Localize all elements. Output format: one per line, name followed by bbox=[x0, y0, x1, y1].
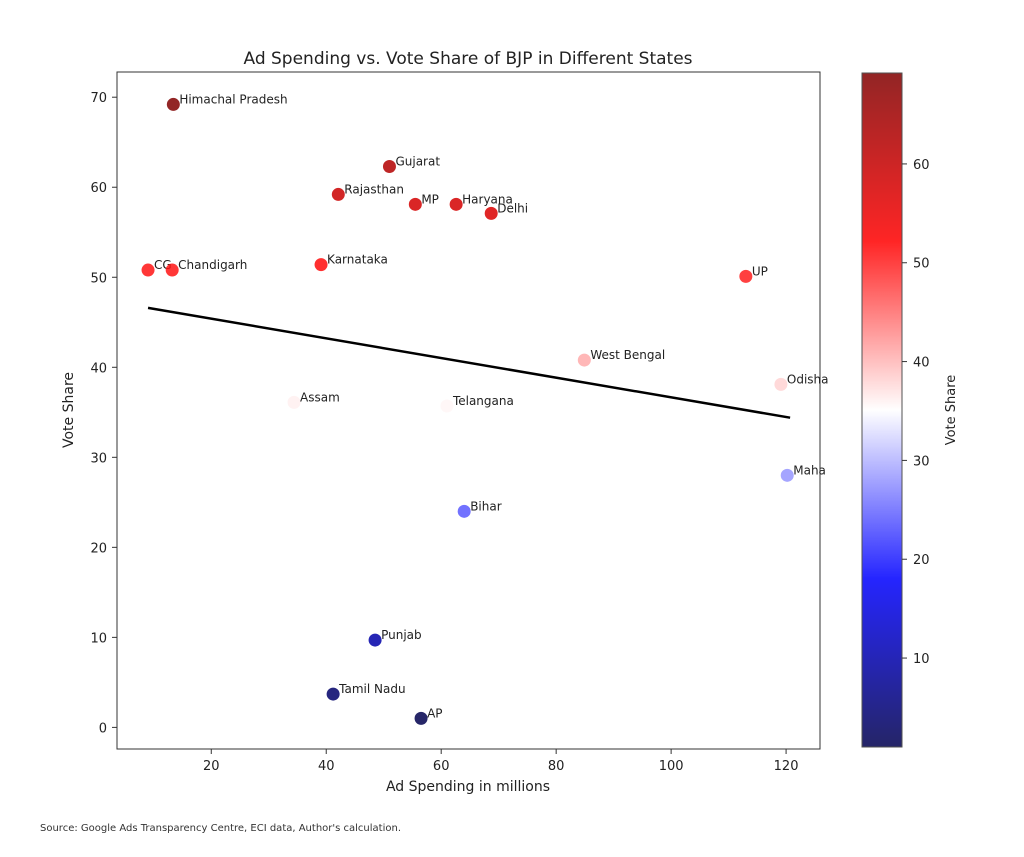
chart-title: Ad Spending vs. Vote Share of BJP in Dif… bbox=[243, 49, 692, 69]
x-tick-label: 60 bbox=[433, 759, 450, 774]
source-note: Source: Google Ads Transparency Centre, … bbox=[40, 823, 402, 834]
point-label: UP bbox=[752, 264, 768, 278]
y-tick-label: 20 bbox=[90, 541, 107, 556]
data-point bbox=[739, 269, 753, 283]
point-label: AP bbox=[427, 706, 442, 720]
colorbar-tick-label: 30 bbox=[913, 454, 930, 469]
point-label: West Bengal bbox=[590, 348, 665, 362]
data-point bbox=[331, 187, 345, 201]
point-label: Punjab bbox=[381, 628, 422, 642]
point-label: Gujarat bbox=[395, 155, 440, 169]
y-tick-label: 10 bbox=[90, 631, 107, 646]
data-point bbox=[166, 97, 180, 111]
data-point bbox=[577, 353, 591, 367]
point-label: Tamil Nadu bbox=[338, 682, 405, 696]
x-tick-label: 120 bbox=[774, 759, 799, 774]
data-point bbox=[141, 263, 155, 277]
data-point bbox=[414, 711, 428, 725]
colorbar-tick-label: 10 bbox=[913, 652, 930, 667]
y-tick-label: 0 bbox=[99, 721, 107, 736]
data-point bbox=[314, 258, 328, 272]
colorbar-label: Vote Share bbox=[944, 375, 959, 446]
trendline bbox=[147, 306, 791, 419]
x-tick-label: 80 bbox=[548, 759, 565, 774]
data-point bbox=[287, 395, 301, 409]
point-label: Chandigarh bbox=[178, 258, 247, 272]
colorbar-tick-label: 40 bbox=[913, 356, 930, 371]
data-point bbox=[449, 197, 463, 211]
data-point bbox=[326, 687, 340, 701]
data-point bbox=[368, 633, 382, 647]
y-tick-label: 60 bbox=[90, 181, 107, 196]
y-tick-label: 50 bbox=[90, 271, 107, 286]
data-point bbox=[457, 504, 471, 518]
y-tick-label: 40 bbox=[90, 361, 107, 376]
data-point bbox=[484, 206, 498, 220]
point-label: Odisha bbox=[787, 372, 829, 386]
data-point bbox=[408, 197, 422, 211]
point-label: Telangana bbox=[452, 394, 514, 408]
point-label: MP bbox=[421, 192, 439, 206]
point-label: Maha bbox=[793, 463, 826, 477]
data-point bbox=[382, 160, 396, 174]
y-tick-label: 70 bbox=[90, 91, 107, 106]
x-tick-label: 20 bbox=[203, 759, 220, 774]
point-label: Himachal Pradesh bbox=[179, 92, 287, 106]
point-label: Karnataka bbox=[327, 253, 388, 267]
x-tick-label: 40 bbox=[318, 759, 335, 774]
x-axis-label: Ad Spending in millions bbox=[386, 779, 550, 795]
y-tick-label: 30 bbox=[90, 451, 107, 466]
colorbar bbox=[861, 72, 903, 748]
colorbar-tick-label: 50 bbox=[913, 257, 930, 272]
data-point bbox=[165, 263, 179, 277]
data-point bbox=[774, 377, 788, 391]
point-label: Assam bbox=[300, 390, 340, 404]
x-tick-label: 100 bbox=[659, 759, 684, 774]
data-point bbox=[780, 468, 794, 482]
data-point bbox=[440, 399, 454, 413]
point-label: Haryana bbox=[462, 192, 513, 206]
colorbar-tick-label: 20 bbox=[913, 553, 930, 568]
plot-frame bbox=[116, 71, 821, 750]
y-axis-label: Vote Share bbox=[61, 372, 77, 448]
point-label: Delhi bbox=[497, 201, 528, 215]
colorbar-tick-label: 60 bbox=[913, 158, 930, 173]
point-label: Rajasthan bbox=[344, 182, 404, 196]
point-label: Bihar bbox=[470, 499, 502, 513]
